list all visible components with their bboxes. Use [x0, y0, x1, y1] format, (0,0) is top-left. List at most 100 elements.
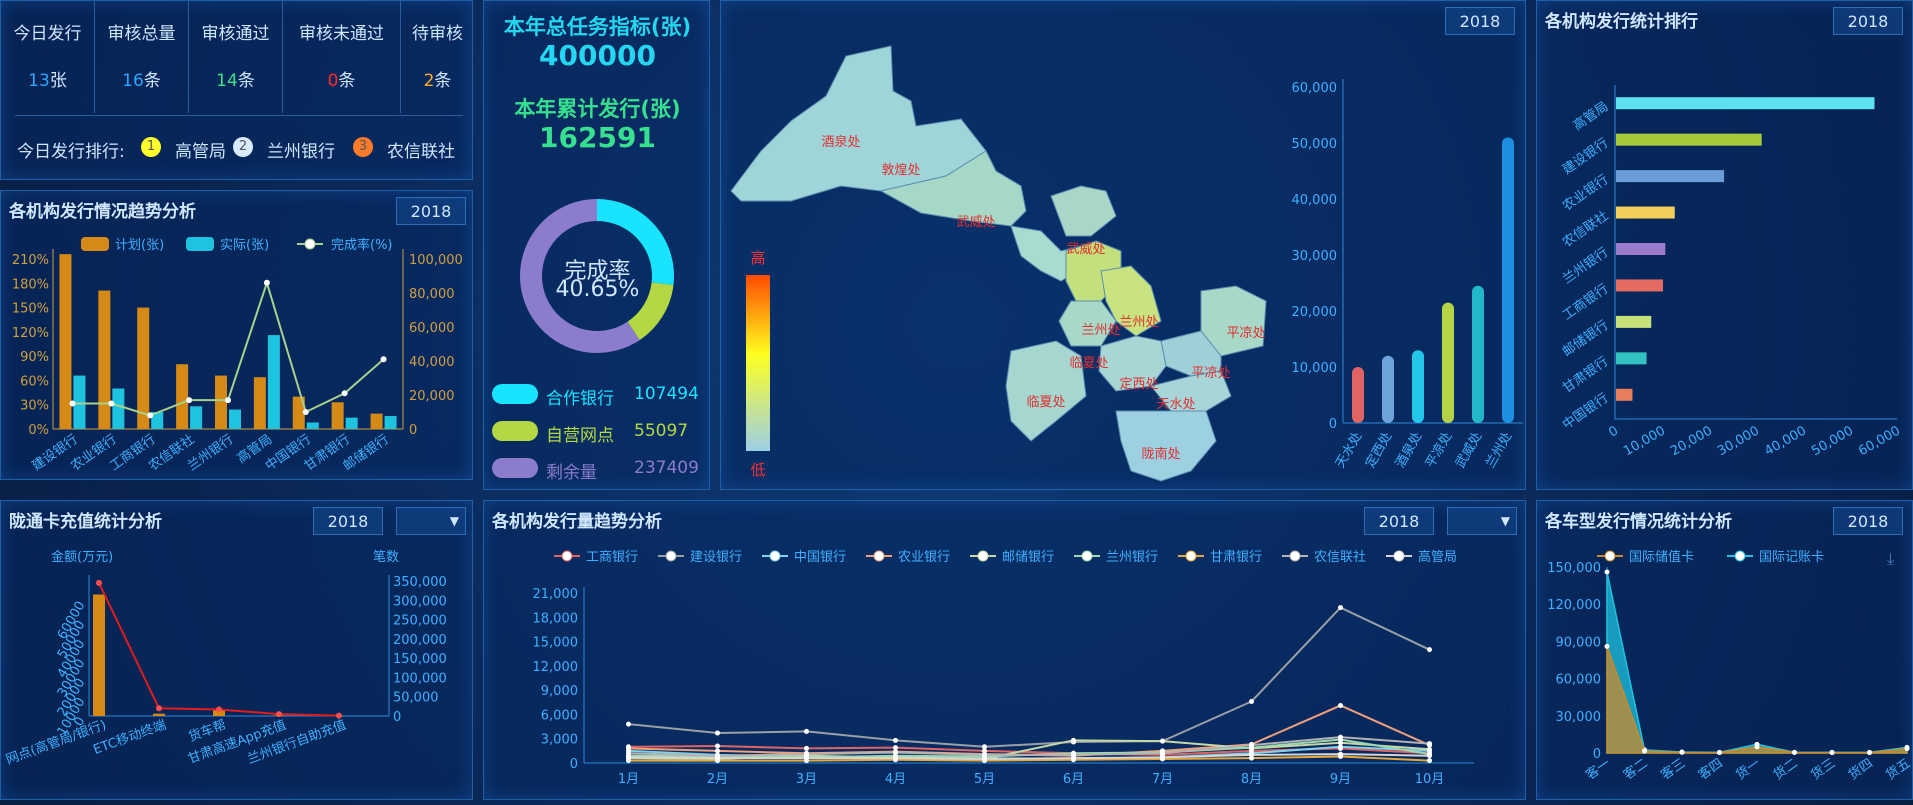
rank-bar	[1616, 97, 1875, 110]
actual-bar	[151, 412, 164, 429]
stat-number: 14	[216, 71, 238, 91]
series-point	[982, 752, 987, 758]
map-label: 定西处	[1119, 377, 1158, 392]
rank-badge: 3	[353, 137, 373, 157]
vehicle-year-select[interactable]: 2018	[1833, 507, 1903, 535]
y-tick-right: 20,000	[409, 389, 455, 404]
y-tick: 15,000	[533, 636, 579, 651]
series-point	[1427, 753, 1432, 759]
stat-cell: 审核通过 14条	[189, 1, 283, 113]
rate-point	[302, 409, 309, 415]
card-year-select[interactable]: 2018	[313, 507, 383, 535]
series-point	[1717, 750, 1722, 756]
y-right-label: 笔数	[373, 549, 399, 565]
series-point	[1754, 744, 1760, 750]
map-label: 平凉处	[1191, 366, 1230, 381]
y-tick: 0	[1593, 747, 1601, 762]
x-tick: 天水处	[1333, 430, 1365, 471]
y-tick-right: 40,000	[409, 355, 455, 370]
legend-label: 国际记账卡	[1759, 550, 1824, 565]
x-tick: 客四	[1695, 755, 1725, 783]
download-icon[interactable]: ⤓	[1887, 549, 1895, 568]
rank-bar	[1616, 388, 1633, 401]
heat-scale	[746, 275, 770, 451]
donut-center-value: 40.65%	[555, 277, 640, 302]
y-tick: 150,000	[1547, 561, 1601, 576]
series-point	[1792, 750, 1797, 756]
org-year-select[interactable]: 2018	[1364, 507, 1434, 535]
plan-bar	[98, 290, 111, 429]
count-point	[156, 705, 162, 712]
org-dropdown[interactable]: ▼	[1447, 507, 1517, 535]
y-tick: 30,000	[1556, 710, 1602, 725]
legend-swatch	[186, 237, 214, 251]
x-tick: 客二	[1620, 755, 1650, 783]
org-panel: 各机构发行量趋势分析 2018 ▼ 工商银行 建设银行 中国银行 农业银行 邮储银行 兰州…	[483, 500, 1526, 800]
y-tick: 9,000	[541, 684, 578, 699]
series-point	[1427, 647, 1432, 653]
y-tick-left: 180%	[12, 277, 49, 292]
legend-label: 高管局	[1418, 549, 1457, 565]
series-point	[715, 755, 720, 761]
region-bar	[1352, 367, 1364, 423]
stat-label: 审核未通过	[299, 24, 384, 44]
stat-value: 16条	[95, 66, 188, 91]
series-point	[982, 744, 987, 750]
x-tick: 货五	[1883, 755, 1913, 783]
map-label: 平凉处	[1226, 326, 1265, 341]
map-label: 武威处	[956, 215, 995, 230]
actual-bar	[384, 416, 397, 429]
vehicle-chart: 国际储值卡 国际记账卡 0 30,000 60,000 90,000 120,000 150,…	[1547, 549, 1913, 783]
stat-unit: 张	[49, 71, 67, 91]
rank-year-select[interactable]: 2018	[1833, 7, 1903, 35]
actual-bar	[267, 335, 280, 429]
rate-point	[147, 412, 154, 419]
legend-value: 107494	[634, 384, 699, 404]
map-region	[1100, 265, 1162, 337]
legend-value: 237409	[634, 458, 699, 478]
y-tick-right: 80,000	[409, 287, 455, 302]
legend-pill	[492, 458, 538, 478]
stat-value: 13张	[1, 66, 94, 91]
plan-bar	[370, 413, 383, 429]
legend-swatch	[665, 550, 677, 562]
org-title: 各机构发行量趋势分析	[492, 512, 662, 532]
x-tick: 兰州银行自助充值	[245, 717, 348, 768]
stat-label: 待审核	[412, 24, 463, 44]
x-tick: 7月	[1152, 772, 1173, 787]
plan-bar	[253, 377, 266, 429]
series-point	[804, 755, 809, 761]
x-tick: 定西处	[1363, 430, 1395, 471]
x-tick: 网点(高管局/银行)	[4, 717, 109, 768]
series-point	[1338, 703, 1343, 709]
stat-label: 审核通过	[201, 24, 270, 44]
trend-year-select[interactable]: 2018	[396, 197, 466, 225]
map-year-select[interactable]: 2018	[1445, 7, 1515, 35]
task-issued-value: 162591	[539, 121, 656, 154]
scale-high: 高	[750, 249, 765, 267]
y-tick-right: 100,000	[393, 671, 447, 686]
plan-bar	[176, 364, 189, 429]
card-dropdown[interactable]: ▼	[396, 507, 466, 535]
y-tick: 10,000	[1292, 361, 1338, 376]
legend-swatch	[1604, 550, 1616, 562]
stat-unit: 条	[143, 71, 161, 91]
x-tick: 3月	[796, 772, 817, 787]
legend-label: 建设银行	[690, 550, 742, 565]
series-area	[1606, 571, 1908, 754]
x-tick: 6月	[1063, 772, 1084, 787]
legend-label: 中国银行	[794, 550, 846, 565]
y-tick-left: 30%	[20, 399, 49, 414]
y-tick: 邮储银行	[1560, 318, 1611, 360]
vehicle-panel: 各车型发行情况统计分析 2018 ⤓ 国际储值卡 国际记账卡 0 30,000 60,0…	[1536, 500, 1913, 800]
amount-bar	[153, 713, 165, 716]
series-point	[1160, 754, 1165, 760]
series-point	[626, 721, 631, 727]
stat-number: 0	[327, 71, 339, 91]
x-tick: 2月	[707, 772, 728, 787]
map-label: 临夏处	[1026, 395, 1065, 410]
rank-bar	[1616, 279, 1663, 292]
vehicle-title: 各车型发行情况统计分析	[1545, 512, 1732, 532]
series-point	[1427, 746, 1432, 752]
rank-bar	[1616, 352, 1647, 365]
